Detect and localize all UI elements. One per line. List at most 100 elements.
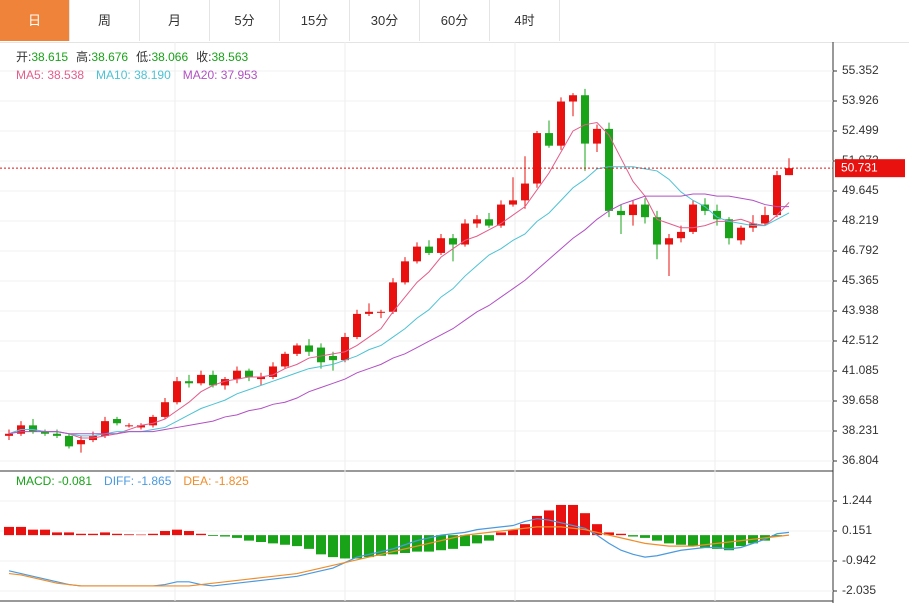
macd-bar bbox=[508, 529, 518, 536]
candle-body bbox=[269, 366, 277, 377]
candle-body bbox=[149, 416, 157, 426]
macd-bar bbox=[472, 535, 482, 544]
header-value: 38.066 bbox=[151, 50, 188, 64]
macd-bar bbox=[388, 535, 398, 555]
candle-body bbox=[581, 95, 589, 144]
macd-bar bbox=[652, 535, 662, 541]
macd-bar bbox=[724, 535, 734, 551]
y-tick-label: 1.244 bbox=[842, 493, 872, 507]
macd-bar bbox=[460, 535, 470, 547]
macd-bar bbox=[532, 515, 542, 536]
period-tab[interactable]: 日 bbox=[0, 0, 70, 41]
candle-body bbox=[161, 402, 169, 417]
macd-bar bbox=[220, 535, 230, 537]
macd-bar bbox=[160, 531, 170, 536]
period-tab[interactable]: 4时 bbox=[490, 0, 560, 41]
macd-bar bbox=[196, 533, 206, 536]
candle-body bbox=[389, 282, 397, 312]
macd-bar bbox=[340, 535, 350, 559]
macd-bar bbox=[244, 535, 254, 541]
period-tab[interactable]: 60分 bbox=[420, 0, 490, 41]
candle-body bbox=[29, 425, 37, 432]
candle-body bbox=[281, 353, 289, 367]
period-tab[interactable]: 30分 bbox=[350, 0, 420, 41]
legend-entry: MACD: -0.081 bbox=[16, 474, 92, 488]
candle-body bbox=[533, 133, 541, 184]
macd-bar bbox=[112, 533, 122, 536]
macd-bar bbox=[616, 533, 626, 536]
macd-bar bbox=[352, 535, 362, 559]
period-tab[interactable]: 周 bbox=[70, 0, 140, 41]
candle-body bbox=[617, 210, 625, 216]
macd-bar bbox=[208, 535, 218, 536]
candle-body bbox=[461, 223, 469, 245]
candle-body bbox=[197, 374, 205, 384]
candle-body bbox=[557, 101, 565, 146]
y-tick-label: -2.035 bbox=[842, 583, 876, 597]
candle-body bbox=[353, 313, 361, 338]
header-label: 低: bbox=[136, 50, 151, 64]
macd-bar bbox=[772, 535, 782, 537]
chart: 55.35253.92652.49951.07249.64548.21946.7… bbox=[0, 42, 905, 603]
macd-bar bbox=[76, 533, 86, 536]
y-tick-label: 0.151 bbox=[842, 523, 872, 537]
period-tab[interactable]: 15分 bbox=[280, 0, 350, 41]
macd-bar bbox=[316, 535, 326, 555]
candle-body bbox=[113, 419, 121, 424]
candle-body bbox=[317, 347, 325, 363]
candle-body bbox=[689, 204, 697, 232]
macd-bar bbox=[52, 532, 62, 536]
period-tab[interactable]: 5分 bbox=[210, 0, 280, 41]
macd-bar bbox=[688, 535, 698, 547]
candle-body bbox=[629, 204, 637, 216]
candle-body bbox=[593, 128, 601, 144]
macd-bar bbox=[436, 535, 446, 551]
header-value: 38.563 bbox=[211, 50, 248, 64]
candle-body bbox=[641, 204, 649, 218]
macd-bar bbox=[448, 535, 458, 549]
y-tick-label: 41.085 bbox=[842, 363, 879, 377]
macd-bar bbox=[520, 524, 530, 536]
macd-bar bbox=[280, 535, 290, 545]
macd-bar bbox=[328, 535, 338, 558]
legend-entry: DEA: -1.825 bbox=[183, 474, 249, 488]
candle-body bbox=[785, 168, 793, 176]
candle-body bbox=[221, 379, 229, 386]
y-tick-label: 52.499 bbox=[842, 123, 879, 137]
macd-bar bbox=[28, 529, 38, 536]
candle-body bbox=[341, 337, 349, 361]
candle-body bbox=[449, 238, 457, 245]
y-tick-label: 53.926 bbox=[842, 93, 879, 107]
macd-bar bbox=[100, 532, 110, 536]
macd-bar bbox=[136, 534, 146, 536]
indicator-line bbox=[8, 193, 789, 435]
candle-body bbox=[233, 370, 241, 380]
macd-bar bbox=[640, 535, 650, 538]
candle-body bbox=[185, 381, 193, 384]
candle-body bbox=[701, 204, 709, 211]
macd-bar bbox=[628, 535, 638, 537]
macd-bar bbox=[232, 535, 242, 538]
macd-bar bbox=[88, 533, 98, 536]
candle-body bbox=[425, 246, 433, 253]
candle-body bbox=[653, 217, 661, 245]
macd-bar bbox=[148, 533, 158, 536]
y-tick-label: 45.365 bbox=[842, 273, 879, 287]
y-tick-label: 36.804 bbox=[842, 453, 879, 467]
candle-body bbox=[509, 200, 517, 205]
candle-body bbox=[101, 421, 109, 436]
header-label: 高: bbox=[76, 49, 91, 64]
macd-bar bbox=[124, 534, 134, 536]
candle-body bbox=[437, 238, 445, 253]
macd-bar bbox=[412, 535, 422, 552]
candle-body bbox=[401, 261, 409, 283]
macd-bar bbox=[556, 504, 566, 536]
indicator-line bbox=[8, 526, 790, 587]
period-tab[interactable]: 月 bbox=[140, 0, 210, 41]
macd-bar bbox=[304, 535, 314, 549]
candle-body bbox=[293, 345, 301, 354]
candle-body bbox=[5, 433, 13, 436]
macd-bar bbox=[172, 529, 182, 536]
y-tick-label: 49.645 bbox=[842, 183, 879, 197]
macd-bar bbox=[256, 535, 266, 543]
